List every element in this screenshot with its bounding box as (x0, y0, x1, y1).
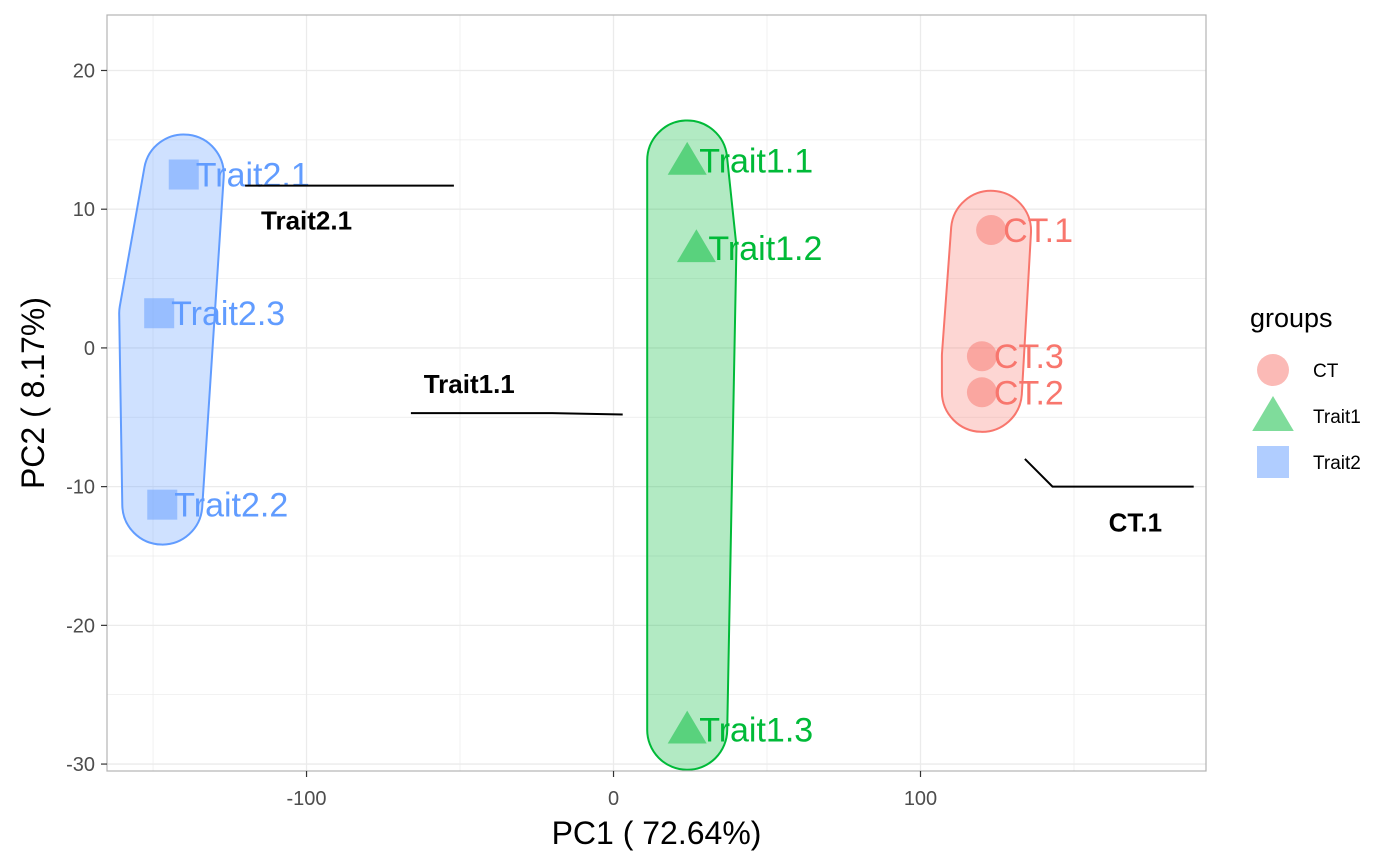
group-envelope-trait2 (118, 133, 225, 546)
point-label-trait1-1: Trait1.1 (699, 143, 813, 181)
data-point-ct-3 (966, 341, 997, 372)
point-label-trait2-2: Trait2.2 (174, 487, 288, 525)
legend-title: groups (1250, 303, 1333, 333)
point-label-trait1-2: Trait1.2 (708, 230, 822, 268)
data-point-trait1-1 (667, 141, 707, 175)
point-label-ct-3: CT.3 (994, 338, 1064, 376)
y-tick-label: 0 (84, 338, 95, 360)
x-tick-label: 100 (904, 788, 937, 810)
x-tick-label: -100 (287, 788, 327, 810)
legend-label-ct: CT (1313, 361, 1339, 382)
y-tick-label: 20 (73, 60, 95, 82)
legend-key-trait2 (1257, 446, 1289, 478)
callout-line-ct-1 (1024, 458, 1194, 488)
x-tick-label: 0 (608, 788, 619, 810)
data-point-trait1-2 (676, 229, 716, 263)
data-point-trait2-1 (168, 159, 199, 190)
data-point-trait2-2 (147, 489, 178, 520)
y-tick-label: 10 (73, 199, 95, 221)
grid (107, 15, 1206, 771)
legend: groups CT Trait1 Trait2 (1250, 303, 1361, 478)
x-axis-title: PC1 ( 72.64%) (552, 815, 762, 851)
data-point-ct-1 (976, 215, 1007, 246)
point-label-ct-2: CT.2 (994, 374, 1064, 412)
point-label-ct-1: CT.1 (1003, 212, 1073, 250)
y-tick-label: -20 (66, 615, 95, 637)
legend-key-ct (1257, 354, 1289, 386)
point-labels: CT.1 CT.2CT.3 Trait1.1 Trait1.2 Trait1.3 Trai… (171, 143, 1073, 750)
group-ellipses (118, 119, 1033, 771)
callout-line-trait1-1 (410, 412, 623, 416)
callout-label-trait1-1: Trait1.1 (424, 369, 515, 399)
y-tick-label: -30 (66, 754, 95, 776)
group-envelope-ct (940, 189, 1033, 433)
data-point-ct-2 (966, 377, 997, 408)
legend-key-trait1 (1252, 396, 1294, 431)
point-label-trait2-1: Trait2.1 (196, 157, 310, 195)
legend-label-trait1: Trait1 (1313, 407, 1361, 428)
callout-label-ct-1: CT.1 (1109, 508, 1162, 538)
plot-panel-border (106, 14, 1207, 772)
legend-label-trait2: Trait2 (1313, 453, 1361, 474)
callout-label-trait2-1: Trait2.1 (261, 205, 352, 235)
point-label-trait2-3: Trait2.3 (171, 295, 285, 333)
data-point-trait2-3 (144, 298, 175, 329)
data-point-trait1-3 (667, 710, 707, 744)
group-envelope-trait1 (646, 119, 738, 771)
callouts: Trait2.1 Trait1.1 CT.1 (245, 184, 1194, 538)
y-tick-label: -10 (66, 477, 95, 499)
point-label-trait1-3: Trait1.3 (699, 711, 813, 749)
data-points (144, 141, 1007, 744)
y-axis-title: PC2 ( 8.17%) (15, 297, 51, 489)
